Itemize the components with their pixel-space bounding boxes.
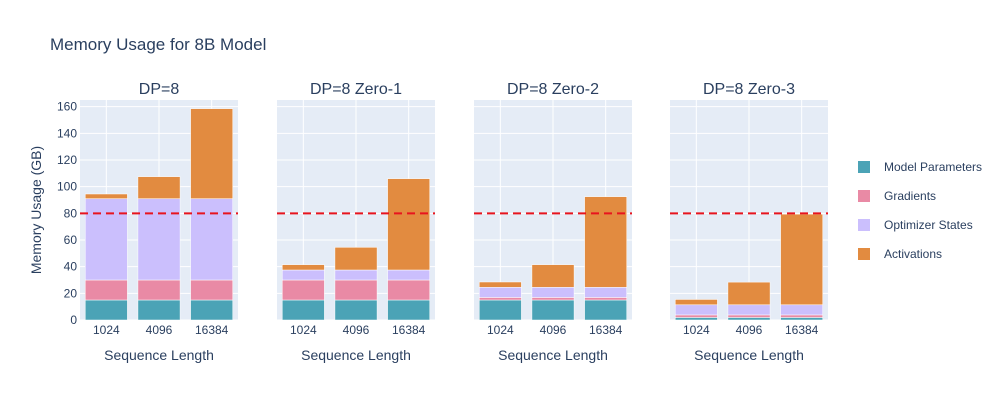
y-tick-label: 80 xyxy=(64,206,78,220)
bar-segment-activations[interactable] xyxy=(675,299,718,306)
y-tick-label: 20 xyxy=(64,286,78,300)
legend-swatch xyxy=(858,248,870,260)
bar-segment-model-parameters[interactable] xyxy=(531,299,575,321)
bar-segment-gradients[interactable] xyxy=(334,279,378,301)
bar-segment-activations[interactable] xyxy=(780,213,823,306)
x-axis-label: Sequence Length xyxy=(498,347,608,363)
bar-segment-gradients[interactable] xyxy=(531,297,575,301)
bar-segment-optimizer-states[interactable] xyxy=(282,269,325,281)
bar-segment-optimizer-states[interactable] xyxy=(137,198,181,281)
bar-segment-gradients[interactable] xyxy=(675,314,718,318)
x-tick-label: 4096 xyxy=(146,323,173,337)
bar-segment-optimizer-states[interactable] xyxy=(584,287,627,298)
x-tick-label: 4096 xyxy=(540,323,567,337)
bar-segment-optimizer-states[interactable] xyxy=(387,269,430,281)
bar-segment-gradients[interactable] xyxy=(727,314,771,318)
bar-segment-optimizer-states[interactable] xyxy=(531,287,575,298)
bar-segment-model-parameters[interactable] xyxy=(675,317,718,321)
legend-item-gradients[interactable]: Gradients xyxy=(858,189,936,203)
legend-label: Optimizer States xyxy=(884,218,973,232)
bar-segment-gradients[interactable] xyxy=(479,297,522,301)
bar-segment-activations[interactable] xyxy=(334,247,378,271)
y-axis-label: Memory Usage (GB) xyxy=(28,146,44,274)
x-axis-label: Sequence Length xyxy=(301,347,411,363)
panel-3: DP=8 Zero-2 1024 4096 16384 Sequence Length xyxy=(474,81,632,363)
bar-segment-gradients[interactable] xyxy=(584,297,627,301)
x-tick-label: 16384 xyxy=(195,323,229,337)
panel-title: DP=8 xyxy=(139,81,180,98)
bar-segment-model-parameters[interactable] xyxy=(479,299,522,321)
x-tick-label: 16384 xyxy=(392,323,426,337)
bar-segment-gradients[interactable] xyxy=(282,279,325,301)
panel-title: DP=8 Zero-3 xyxy=(703,81,795,98)
bar-segment-activations[interactable] xyxy=(727,281,771,306)
bar-segment-gradients[interactable] xyxy=(137,279,181,301)
x-tick-label: 1024 xyxy=(93,323,120,337)
legend[interactable]: Model Parameters Gradients Optimizer State… xyxy=(858,160,982,261)
bar-segment-model-parameters[interactable] xyxy=(387,299,430,321)
bar-segment-activations[interactable] xyxy=(479,281,522,288)
bar-segment-activations[interactable] xyxy=(584,196,627,288)
bar-segment-model-parameters[interactable] xyxy=(282,299,325,321)
y-tick-label: 160 xyxy=(57,100,77,114)
panel-1: DP=8 1024 4096 16384 Sequence Length 0 20 40 60 8… xyxy=(57,81,238,363)
x-tick-label: 16384 xyxy=(589,323,623,337)
legend-item-activations[interactable]: Activations xyxy=(858,247,942,261)
x-tick-label: 4096 xyxy=(736,323,763,337)
bar-segment-optimizer-states[interactable] xyxy=(479,287,522,298)
x-tick-label: 4096 xyxy=(343,323,370,337)
chart-title: Memory Usage for 8B Model xyxy=(50,35,266,54)
bar-segment-activations[interactable] xyxy=(531,264,575,288)
x-axis-label: Sequence Length xyxy=(104,347,214,363)
legend-swatch xyxy=(858,219,870,231)
panels: DP=8 1024 4096 16384 Sequence Length 0 20 40 60 8… xyxy=(57,81,828,363)
x-tick-label: 16384 xyxy=(785,323,819,337)
y-tick-label: 120 xyxy=(57,153,77,167)
x-tick-label: 1024 xyxy=(290,323,317,337)
bar-segment-activations[interactable] xyxy=(387,178,430,271)
bar-segment-model-parameters[interactable] xyxy=(780,317,823,321)
panel-2: DP=8 Zero-1 1024 4096 16384 Sequence Length xyxy=(277,81,435,363)
bar-segment-activations[interactable] xyxy=(137,176,181,199)
bar-segment-model-parameters[interactable] xyxy=(85,299,128,321)
legend-swatch xyxy=(858,190,870,202)
bar-segment-gradients[interactable] xyxy=(387,279,430,301)
bar-segment-model-parameters[interactable] xyxy=(137,299,181,321)
y-tick-label: 0 xyxy=(70,313,77,327)
bar-segment-optimizer-states[interactable] xyxy=(85,198,128,281)
bar-segment-optimizer-states[interactable] xyxy=(727,304,771,316)
legend-label: Gradients xyxy=(884,189,936,203)
y-tick-label: 100 xyxy=(57,180,77,194)
bar-segment-model-parameters[interactable] xyxy=(584,299,627,321)
y-tick-label: 40 xyxy=(64,260,78,274)
x-tick-label: 1024 xyxy=(487,323,514,337)
bar-segment-gradients[interactable] xyxy=(85,279,128,301)
bar-segment-optimizer-states[interactable] xyxy=(334,269,378,281)
bar-segment-optimizer-states[interactable] xyxy=(190,198,233,281)
bar-segment-activations[interactable] xyxy=(85,193,128,199)
legend-label: Model Parameters xyxy=(884,160,982,174)
bar-segment-optimizer-states[interactable] xyxy=(675,304,718,316)
bar-segment-activations[interactable] xyxy=(190,108,233,199)
legend-item-optimizer-states[interactable]: Optimizer States xyxy=(858,218,973,232)
legend-label: Activations xyxy=(884,247,942,261)
bar-segment-optimizer-states[interactable] xyxy=(780,304,823,316)
legend-swatch xyxy=(858,161,870,173)
bar-segment-gradients[interactable] xyxy=(780,314,823,318)
panel-title: DP=8 Zero-1 xyxy=(310,81,402,98)
y-tick-label: 60 xyxy=(64,233,78,247)
bar-segment-activations[interactable] xyxy=(282,264,325,271)
bar-segment-model-parameters[interactable] xyxy=(334,299,378,321)
bar-segment-gradients[interactable] xyxy=(190,279,233,301)
bar-segment-model-parameters[interactable] xyxy=(727,317,771,321)
y-tick-label: 140 xyxy=(57,126,77,140)
panel-4: DP=8 Zero-3 1024 4096 16384 Sequence Length xyxy=(670,81,828,363)
bar-segment-model-parameters[interactable] xyxy=(190,299,233,321)
legend-item-model-parameters[interactable]: Model Parameters xyxy=(858,160,982,174)
panel-title: DP=8 Zero-2 xyxy=(507,81,599,98)
x-axis-label: Sequence Length xyxy=(694,347,804,363)
x-tick-label: 1024 xyxy=(683,323,710,337)
